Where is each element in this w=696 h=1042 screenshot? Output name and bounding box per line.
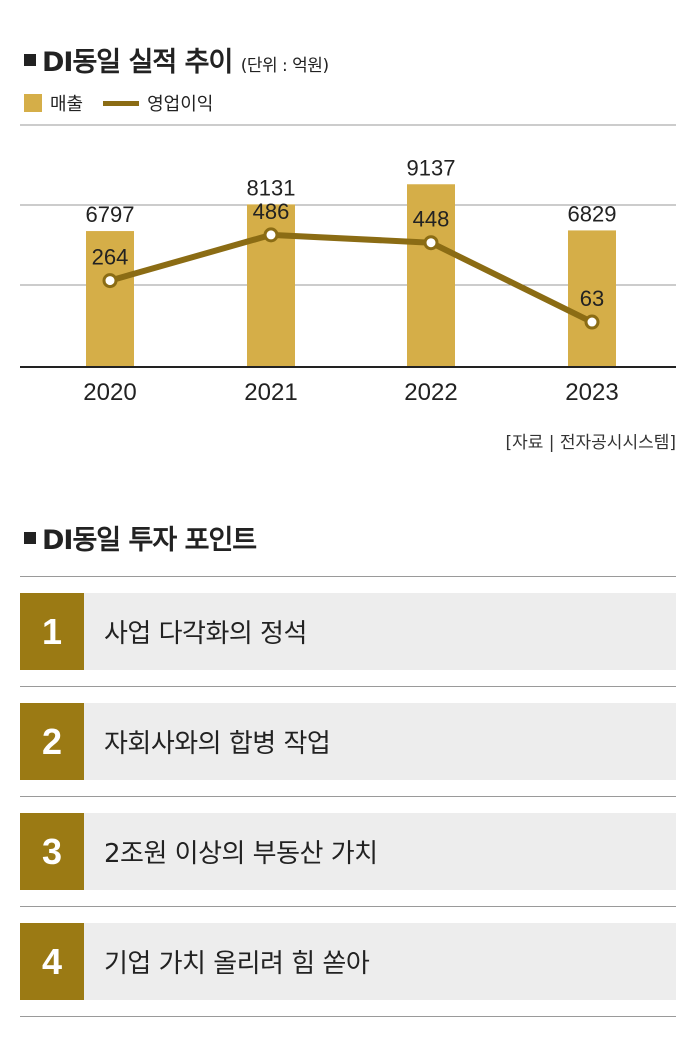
point-item: 4 기업 가치 올리려 힘 쏟아 — [20, 923, 676, 1000]
x-tick-label: 2023 — [565, 379, 618, 406]
point-text: 2조원 이상의 부동산 가치 — [104, 839, 378, 869]
point-text: 자회사와의 합병 작업 — [104, 729, 331, 759]
legend-line-label: 영업이익 — [147, 94, 214, 115]
investment-points: 1 사업 다각화의 정석 2 자회사와의 합병 작업 3 2조원 이상의 부동산… — [20, 576, 676, 1017]
point-text: 사업 다각화의 정석 — [104, 619, 307, 649]
operating-profit-label: 264 — [92, 245, 129, 270]
divider — [20, 796, 676, 797]
source-note: [자료 | 전자공시시스템] — [505, 433, 676, 453]
operating-profit-label: 63 — [580, 286, 604, 311]
legend-bar-swatch — [24, 94, 42, 112]
point-item: 1 사업 다각화의 정석 — [20, 593, 676, 670]
sales-bar — [86, 231, 134, 367]
sales-value-label: 6829 — [568, 201, 617, 226]
operating-profit-label: 486 — [253, 199, 290, 224]
operating-profit-point — [423, 235, 439, 251]
section-title-text: DI동일 투자 포인트 — [42, 525, 257, 556]
operating-profit-point — [102, 273, 118, 289]
chart-plot: 6797 8131 9137 6829 264 486 448 63 2020 2021 2022 2… — [20, 124, 676, 406]
x-tick-label: 2022 — [404, 379, 457, 406]
legend-line-swatch — [103, 100, 140, 106]
point-number-badge: 3 — [20, 813, 84, 890]
chart-title-text: DI동일 실적 추이 — [42, 47, 233, 78]
legend: 매출 영업이익 — [24, 90, 213, 116]
divider — [20, 576, 676, 577]
unit-label: (단위 : 억원) — [240, 56, 329, 76]
x-tick-label: 2020 — [83, 379, 136, 406]
sales-value-label: 8131 — [247, 175, 296, 200]
legend-bar-label: 매출 — [50, 94, 84, 115]
sales-value-label: 6797 — [86, 202, 135, 227]
x-tick-label: 2021 — [244, 379, 297, 406]
operating-profit-point — [584, 314, 600, 330]
point-number-badge: 4 — [20, 923, 84, 1000]
divider — [20, 1016, 676, 1017]
section-title: DI동일 투자 포인트 — [24, 518, 257, 557]
operating-profit-line — [109, 231, 594, 325]
chart-title: DI동일 실적 추이 (단위 : 억원) — [24, 40, 329, 79]
divider — [20, 686, 676, 687]
operating-profit-point — [263, 227, 279, 243]
point-text: 기업 가치 올리려 힘 쏟아 — [104, 949, 370, 979]
divider — [20, 906, 676, 907]
sales-bar — [407, 184, 455, 367]
square-bullet-icon — [24, 532, 36, 544]
point-number-badge: 1 — [20, 593, 84, 670]
point-item: 2 자회사와의 합병 작업 — [20, 703, 676, 780]
point-item: 3 2조원 이상의 부동산 가치 — [20, 813, 676, 890]
operating-profit-label: 448 — [413, 207, 450, 232]
sales-bar — [568, 230, 616, 367]
square-bullet-icon — [24, 54, 36, 66]
point-number-badge: 2 — [20, 703, 84, 780]
sales-value-label: 9137 — [407, 155, 456, 180]
